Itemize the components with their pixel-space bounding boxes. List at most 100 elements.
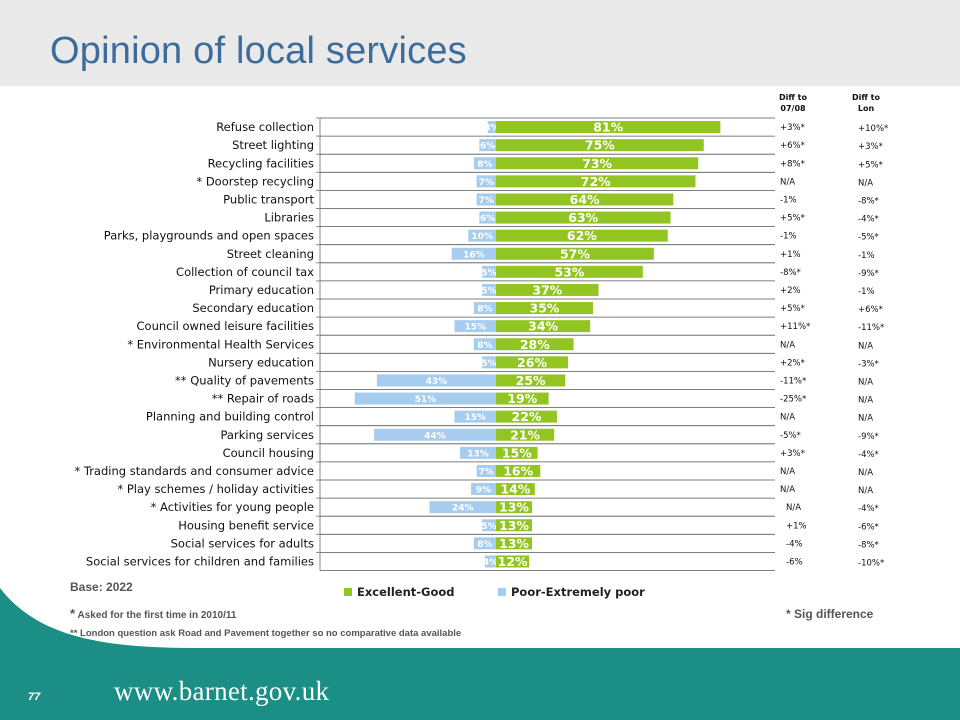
page-title: Opinion of local services (50, 30, 467, 72)
category-label: * Environmental Health Services (127, 337, 314, 351)
bar-poor-label: 8% (477, 341, 492, 351)
bar-poor-label: 7% (479, 467, 494, 477)
bar-good (496, 483, 535, 496)
bar-poor (473, 157, 496, 170)
diff-07-08-value: -8%* (780, 268, 801, 278)
diff-lon-value: -1% (858, 287, 875, 297)
diff-lon-value: -3%* (858, 359, 879, 369)
diff-07-08-value: +6%* (780, 141, 805, 151)
base-note: Base: 2022 (70, 580, 133, 594)
bar-poor-label: 8% (477, 160, 492, 170)
bar-poor (473, 537, 496, 550)
diff-lon-value: -6%* (858, 522, 879, 532)
category-label: Social services for children and familie… (86, 554, 314, 568)
diff-07-08-value: +1% (780, 250, 801, 260)
bar-good (496, 356, 569, 369)
bar-good-label: 34% (528, 319, 558, 334)
bar-good-label: 57% (560, 246, 590, 261)
bar-good-label: 28% (520, 337, 550, 352)
diff-lon-value: -10%* (858, 558, 884, 568)
category-label: Council housing (223, 446, 314, 460)
diff-lon-value: -8%* (858, 540, 879, 550)
bar-poor (468, 229, 496, 242)
bar-good (496, 519, 533, 532)
bar-good-label: 64% (570, 192, 600, 207)
diff-lon-value: -4%* (858, 504, 879, 514)
category-label: * Trading standards and consumer advice (74, 464, 314, 478)
bar-poor (471, 483, 496, 496)
bar-good (496, 555, 530, 568)
category-label: Planning and building control (146, 410, 314, 424)
bar-poor-label: 51% (415, 395, 437, 405)
bar-poor-label: 15% (464, 413, 486, 423)
bar-poor-label: 10% (471, 232, 493, 242)
footnote-london: ** London question ask Road and Pavement… (70, 628, 462, 639)
bar-good (496, 446, 538, 459)
category-label: Recycling facilities (208, 156, 314, 170)
category-label: ** Repair of roads (212, 392, 314, 406)
bar-poor-label: 24% (452, 504, 474, 514)
bar-poor (473, 302, 496, 315)
diff-07-08-value: -5%* (780, 431, 801, 441)
category-label: Council owned leisure facilities (137, 319, 315, 333)
bar-good (496, 338, 574, 351)
bar-poor (454, 320, 496, 333)
diff-lon-value: N/A (858, 178, 873, 188)
category-label: Housing benefit service (178, 518, 314, 532)
bar-poor (376, 374, 496, 387)
diff-lon-value: N/A (858, 468, 873, 478)
diff-lon-value: -9%* (858, 269, 879, 279)
bar-good-label: 16% (503, 463, 533, 478)
diff-07-08-value: N/A (780, 413, 795, 423)
diff-lon-value: +5%* (858, 160, 883, 170)
bar-good (496, 537, 533, 550)
bar-poor (482, 519, 496, 532)
bar-poor-label: 8% (477, 305, 492, 315)
bar-good-label: 62% (567, 228, 597, 243)
sig-difference-note: * Sig difference (786, 607, 874, 621)
bar-good-label: 37% (532, 282, 562, 297)
category-label: Parking services (221, 428, 314, 442)
page-number: 77 (28, 691, 41, 703)
category-label: Social services for adults (171, 536, 314, 550)
bar-poor (374, 428, 496, 441)
bar-poor-label: 7% (479, 178, 494, 188)
bar-good (496, 428, 555, 441)
bar-poor (479, 211, 496, 224)
diff-07-08-value: +11%* (780, 322, 810, 332)
bar-good (496, 501, 533, 514)
bar-good (496, 175, 696, 188)
legend-swatch-poor (498, 588, 506, 596)
diff-07-08-value: +1% (786, 521, 807, 531)
bar-poor-label: 7% (479, 196, 494, 206)
bar-poor (429, 501, 496, 514)
diff-07-08-value: -4% (786, 539, 803, 549)
bar-poor (451, 247, 496, 260)
website-url: www.barnet.gov.uk (114, 676, 330, 706)
category-label: Nursery education (208, 355, 314, 369)
category-label: Street cleaning (227, 247, 314, 261)
bar-good (496, 229, 668, 242)
bar-good-label: 81% (593, 120, 623, 135)
footnote-first-time: * Asked for the first time in 2010/11 (70, 606, 237, 621)
base-value: 2022 (106, 580, 133, 594)
bar-poor (459, 446, 496, 459)
category-label: * Play schemes / holiday activities (117, 482, 314, 496)
bar-poor-label: 44% (424, 431, 446, 441)
bar-poor (482, 283, 496, 296)
diff-lon-value: N/A (858, 486, 873, 496)
diff-07-08-value: N/A (780, 485, 795, 495)
base-label: Base: (70, 580, 103, 594)
category-label: Secondary education (192, 301, 314, 315)
bar-good-label: 25% (516, 373, 546, 388)
diff-07-08-value: N/A (780, 340, 795, 350)
bar-poor-label: 3% (484, 124, 499, 134)
bar-poor-label: 5% (481, 268, 496, 278)
legend-swatch-good (344, 588, 352, 596)
bar-good-label: 63% (568, 210, 598, 225)
category-label: Public transport (223, 192, 314, 206)
bar-poor-label: 9% (476, 486, 491, 496)
bar-good (496, 193, 674, 206)
bar-good-label: 26% (517, 355, 547, 370)
